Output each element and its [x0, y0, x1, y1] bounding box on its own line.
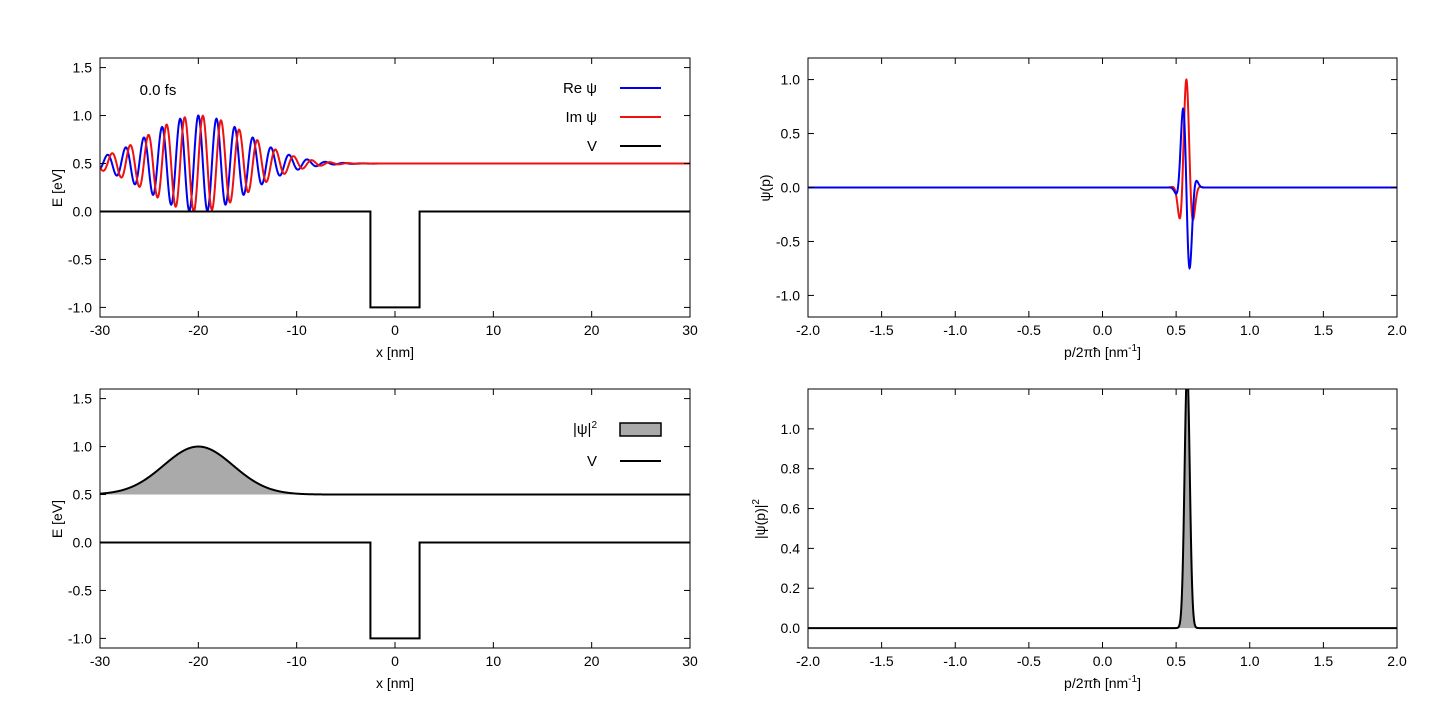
x-axis-label: p/2πħ [nm-1] — [1064, 674, 1141, 691]
plot-frame — [99, 57, 691, 318]
x-tick-label: 30 — [682, 322, 698, 338]
y-tick-label: 0.6 — [781, 501, 801, 517]
density-area — [100, 446, 690, 495]
series-line-potential — [100, 210, 690, 309]
y-tick-label: 0.4 — [781, 540, 801, 556]
legend-label: V — [587, 138, 597, 155]
y-tick-label: 0.8 — [781, 461, 801, 477]
x-tick-label: 2.0 — [1387, 653, 1407, 669]
y-axis-label: |ψ(p)|2 — [751, 499, 768, 539]
y-tick-label: 0.0 — [73, 534, 93, 550]
y-tick-label: 0.2 — [781, 580, 801, 596]
y-tick-label: 1.5 — [73, 391, 93, 407]
density-line — [100, 445, 690, 496]
y-tick-label: -0.5 — [68, 582, 92, 598]
series-line-imag — [808, 78, 1397, 221]
x-tick-label: -0.5 — [1017, 653, 1041, 669]
y-tick-label: 0.5 — [73, 156, 93, 172]
x-tick-label: 0.5 — [1166, 322, 1186, 338]
x-tick-label: -10 — [287, 322, 307, 338]
x-tick-label: -20 — [188, 322, 208, 338]
x-tick-label: -2.0 — [796, 322, 820, 338]
legend-label: V — [587, 453, 597, 470]
x-tick-label: 1.5 — [1314, 322, 1334, 338]
y-tick-label: 1.0 — [781, 421, 801, 437]
legend-label: Re ψ — [563, 80, 597, 97]
x-tick-label: 1.0 — [1240, 322, 1260, 338]
plot-area — [100, 445, 690, 640]
x-tick-label: 2.0 — [1387, 322, 1407, 338]
x-tick-label: -1.0 — [943, 322, 967, 338]
x-tick-label: 0 — [391, 653, 399, 669]
y-axis-label: E [eV] — [49, 169, 65, 207]
x-axis-label: x [nm] — [376, 344, 414, 360]
x-tick-label: -30 — [90, 653, 110, 669]
y-axis-label: E [eV] — [49, 500, 65, 538]
y-tick-label: 1.0 — [781, 72, 801, 88]
series-line-potential — [100, 541, 690, 640]
density-line — [808, 389, 1397, 630]
x-tick-label: -1.5 — [870, 653, 894, 669]
plot-frame — [807, 388, 1398, 649]
x-tick-label: 30 — [682, 653, 698, 669]
x-tick-label: 0.0 — [1093, 653, 1113, 669]
series-line-imag — [100, 114, 690, 213]
plot-area — [808, 389, 1397, 630]
x-tick-label: 10 — [486, 653, 502, 669]
x-tick-label: -2.0 — [796, 653, 820, 669]
x-tick-label: 20 — [584, 653, 600, 669]
legend-label: Im ψ — [565, 109, 597, 126]
x-tick-label: -0.5 — [1017, 322, 1041, 338]
plot-area — [100, 114, 690, 309]
y-tick-label: 1.5 — [73, 60, 93, 76]
y-tick-label: 0.5 — [73, 487, 93, 503]
panel-momentum-wavefunction: -2.0 -1.5 -1.0 -0.5 0.0 0.5 1.0 1.5 2.0 -1.0 -0.5 0… — [757, 57, 1407, 360]
series-line-real — [808, 107, 1397, 270]
x-tick-label: 20 — [584, 322, 600, 338]
x-axis-label: x [nm] — [376, 675, 414, 691]
x-tick-label: -30 — [90, 322, 110, 338]
y-tick-label: 0.0 — [781, 180, 801, 196]
plot-frame — [99, 388, 691, 649]
x-tick-label: -10 — [287, 653, 307, 669]
y-tick-label: -1.0 — [776, 287, 800, 303]
x-tick-label: -20 — [188, 653, 208, 669]
x-tick-label: 0.0 — [1093, 322, 1113, 338]
x-axis-label: p/2πħ [nm-1] — [1064, 343, 1141, 360]
x-tick-label: 0.5 — [1166, 653, 1186, 669]
x-tick-label: 1.0 — [1240, 653, 1260, 669]
panel-momentum-density: -2.0 -1.5 -1.0 -0.5 0.0 0.5 1.0 1.5 2.0 0.0 0.2 0.4… — [751, 388, 1407, 691]
x-tick-label: 1.5 — [1314, 653, 1334, 669]
y-tick-label: -0.5 — [776, 233, 800, 249]
legend-swatch — [619, 422, 662, 437]
y-tick-label: 1.0 — [73, 439, 93, 455]
y-tick-label: 1.0 — [73, 108, 93, 124]
plot-area — [808, 78, 1397, 270]
y-tick-label: -1.0 — [68, 630, 92, 646]
x-tick-label: -1.5 — [870, 322, 894, 338]
x-tick-label: 0 — [391, 322, 399, 338]
y-axis-label: ψ(p) — [757, 174, 773, 201]
y-tick-label: -1.0 — [68, 299, 92, 315]
density-area — [808, 389, 1397, 629]
panel-position-wavefunction: 0.0 fs Re ψ Im ψ V -30 -20 -10 0 10 20 30 -1.0 -0.5 0… — [49, 57, 698, 360]
y-tick-label: 0.0 — [73, 203, 93, 219]
y-tick-label: -0.5 — [68, 251, 92, 267]
x-tick-label: -1.0 — [943, 653, 967, 669]
x-tick-label: 10 — [486, 322, 502, 338]
y-tick-label: 0.0 — [781, 620, 801, 636]
y-tick-label: 0.5 — [781, 126, 801, 142]
time-annotation: 0.0 fs — [140, 82, 177, 99]
panel-position-density: |ψ|2 V -30 -20 -10 0 10 20 30 -1.0 -0.5 0.0 0.5 1.0 1.… — [49, 388, 698, 691]
legend-label: |ψ|2 — [573, 420, 598, 438]
